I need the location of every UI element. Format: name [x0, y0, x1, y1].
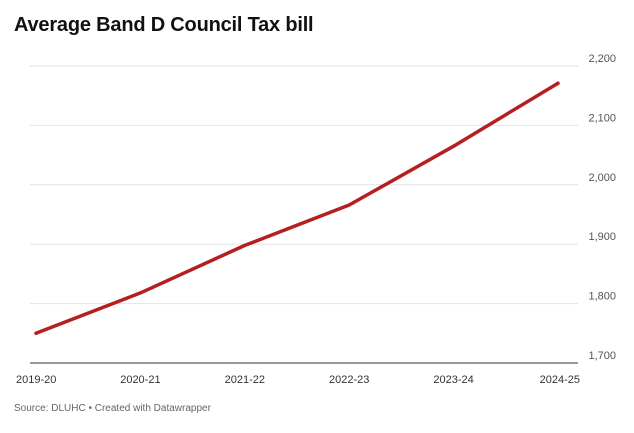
x-tick-label: 2024-25 — [540, 374, 580, 386]
x-tick-label: 2022-23 — [329, 374, 369, 386]
y-axis-ticks: 1,700 1,800 1,900 2,000 2,100 2,200 — [588, 53, 616, 362]
x-axis-ticks: 2019-20 2020-21 2021-22 2022-23 2023-24 2024-… — [16, 374, 580, 386]
data-point — [452, 144, 456, 148]
y-tick-label: 2,000 — [588, 172, 616, 184]
source-note: Source: DLUHC • Created with Datawrapper — [14, 403, 211, 414]
y-tick-label: 1,900 — [588, 231, 616, 243]
data-point — [347, 203, 351, 207]
y-tick-label: 1,800 — [588, 291, 616, 303]
x-tick-label: 2023-24 — [433, 374, 473, 386]
y-tick-label: 2,200 — [588, 53, 616, 65]
x-tick-label: 2020-21 — [120, 374, 160, 386]
x-tick-label: 2021-22 — [225, 374, 265, 386]
series-line — [34, 81, 560, 336]
data-point — [138, 291, 142, 295]
chart-title: Average Band D Council Tax bill — [14, 14, 314, 36]
data-point — [34, 331, 38, 335]
data-point — [243, 243, 247, 247]
data-point — [556, 81, 560, 85]
y-tick-label: 1,700 — [588, 350, 616, 362]
y-tick-label: 2,100 — [588, 112, 616, 124]
x-tick-label: 2019-20 — [16, 374, 56, 386]
series — [34, 81, 560, 336]
gridlines — [30, 65, 578, 305]
